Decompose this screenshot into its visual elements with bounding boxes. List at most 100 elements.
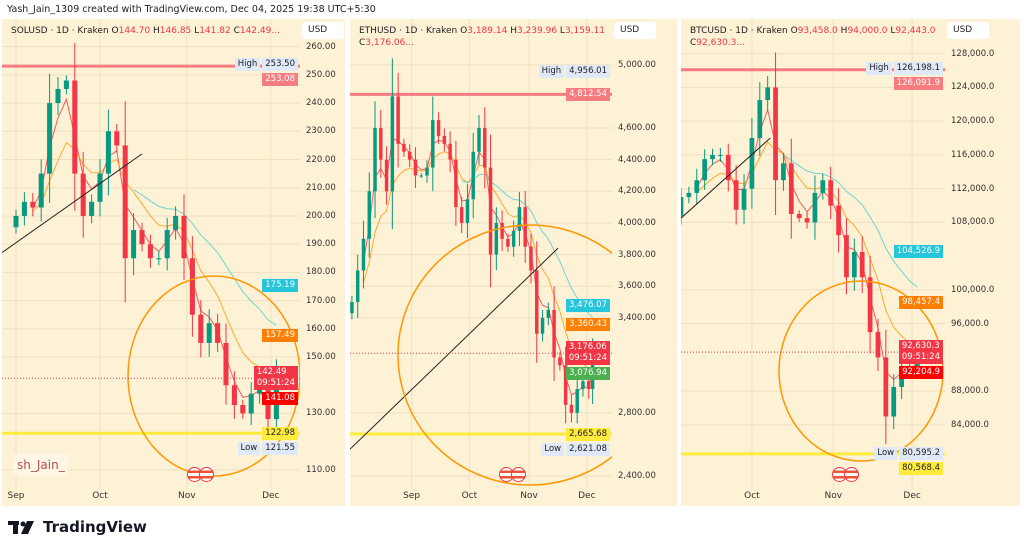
candle-body [223,342,229,386]
support-price-label: 2,665.68 [566,427,610,441]
support-tag: 2,665.68 [566,427,610,441]
price-axis-tick: 160.00 [306,323,336,334]
candle [379,109,383,178]
candle-body [488,167,493,255]
candle-body [681,197,684,216]
price-axis-tick: 4,400.00 [618,154,656,165]
high-value-label: 253.50 [262,58,298,72]
price-axis-tick: 5,000.00 [618,59,656,70]
candle [836,188,841,253]
ma-price-label: 92,204.9 [899,366,943,380]
price-axis-tick: 200.00 [306,210,336,221]
candle-body [575,389,579,413]
candle [97,159,103,217]
open-value: 144.70 [118,26,151,36]
price-axis-tick: 230.00 [306,126,336,137]
tradingview-brand-name: TradingView [43,518,147,536]
currency-selector[interactable]: USD [614,22,656,39]
price-axis-tick: 240.00 [306,98,336,109]
candle [89,194,95,224]
currency-selector[interactable]: USD [947,22,989,39]
candle [206,309,212,357]
candle-body [402,143,406,152]
candle-body [465,199,470,223]
candle-body [859,251,865,278]
candle [223,323,229,405]
open-value: 93,458.0 [797,26,838,36]
candle-body [741,188,747,210]
candle [517,191,522,247]
candle [384,146,389,205]
candle-body [198,314,204,343]
chart-panel-ethusd[interactable]: ETHUSD · 1D · Kraken O3,189.14 H3,239.96… [350,19,677,506]
price-axis-tick: 150.00 [306,352,336,363]
economic-events-flags[interactable] [187,467,214,482]
price-axis-tick: 180.00 [306,267,336,278]
ma-fast-line [696,107,918,381]
candle [765,76,771,112]
candle-body [248,393,254,414]
candle [350,295,354,320]
candle-body [506,238,510,247]
candle-body [694,180,700,193]
symbol-legend: BTCUSD · 1D · Kraken O93,458.0 H94,000.0… [690,25,940,49]
candle-body [105,131,111,174]
resistance-price-label: 4,812.54 [566,87,610,101]
candle [105,109,111,196]
candle [198,300,204,358]
candle-body [379,128,383,160]
chart-panel-solusd[interactable]: SOLUSD · 1D · Kraken O144.70 H146.85 L14… [2,19,345,506]
symbol-title: SOLUSD · 1D · Kraken [11,26,109,36]
candle-body [89,201,95,216]
candle-body [749,138,755,189]
currency-selector[interactable]: USD [302,22,344,39]
candle-body [529,246,533,271]
chart-panel-btcusd[interactable]: BTCUSD · 1D · Kraken O93,458.0 H94,000.0… [681,19,1020,506]
ma-tag: 98,457.4 [899,296,943,310]
candle-body [477,128,481,152]
economic-events-flags[interactable] [832,467,859,482]
time-axis-tick: Oct [744,491,760,501]
candle-body [552,309,556,358]
candle-body [494,222,499,255]
candle [575,378,579,424]
price-axis-tick: 108,000.0 [951,217,995,228]
ma-slow-line [133,189,277,326]
price-axis-tick: 2,800.00 [618,407,656,418]
price-axis-tick: 220.00 [306,154,336,165]
candle-body [718,154,723,156]
high-value-group: H94,000.0 [840,26,888,36]
high-label: High [234,58,261,72]
open-value: 3,189.14 [467,26,508,36]
high-tag: High 4,956.01 [538,65,610,79]
candle [875,318,881,371]
candle [13,209,19,234]
symbol-title-group: BTCUSD · 1D · Kraken [690,26,788,36]
price-chart-canvas [681,19,1020,506]
candle [820,173,826,200]
candle-body [757,100,763,139]
low-tag: Low 2,621.08 [541,442,610,456]
candle [749,117,755,209]
symbol-title: BTCUSD · 1D · Kraken [690,26,788,36]
candle-body [454,159,458,208]
candle [465,183,470,239]
low-value-group: L92,443.0 [890,26,936,36]
candle-body [350,302,354,314]
candle [891,374,897,430]
last-price-value: 3,176.06 [568,342,607,353]
candle-body [459,207,464,223]
symbol-title-group: ETHUSD · 1D · Kraken [359,26,457,36]
candle-body [540,317,545,334]
candle [156,251,162,266]
open-value-group: O93,458.0 [790,26,838,36]
tradingview-logo[interactable]: TradingView [8,518,147,536]
economic-events-flags[interactable] [499,467,526,482]
close-value-group: C3,176.06... [359,38,414,48]
candle-body [30,201,36,208]
candle [686,186,692,204]
candle [248,382,254,426]
candle [483,107,487,189]
candle-body [517,207,522,231]
candle-body [535,270,539,334]
